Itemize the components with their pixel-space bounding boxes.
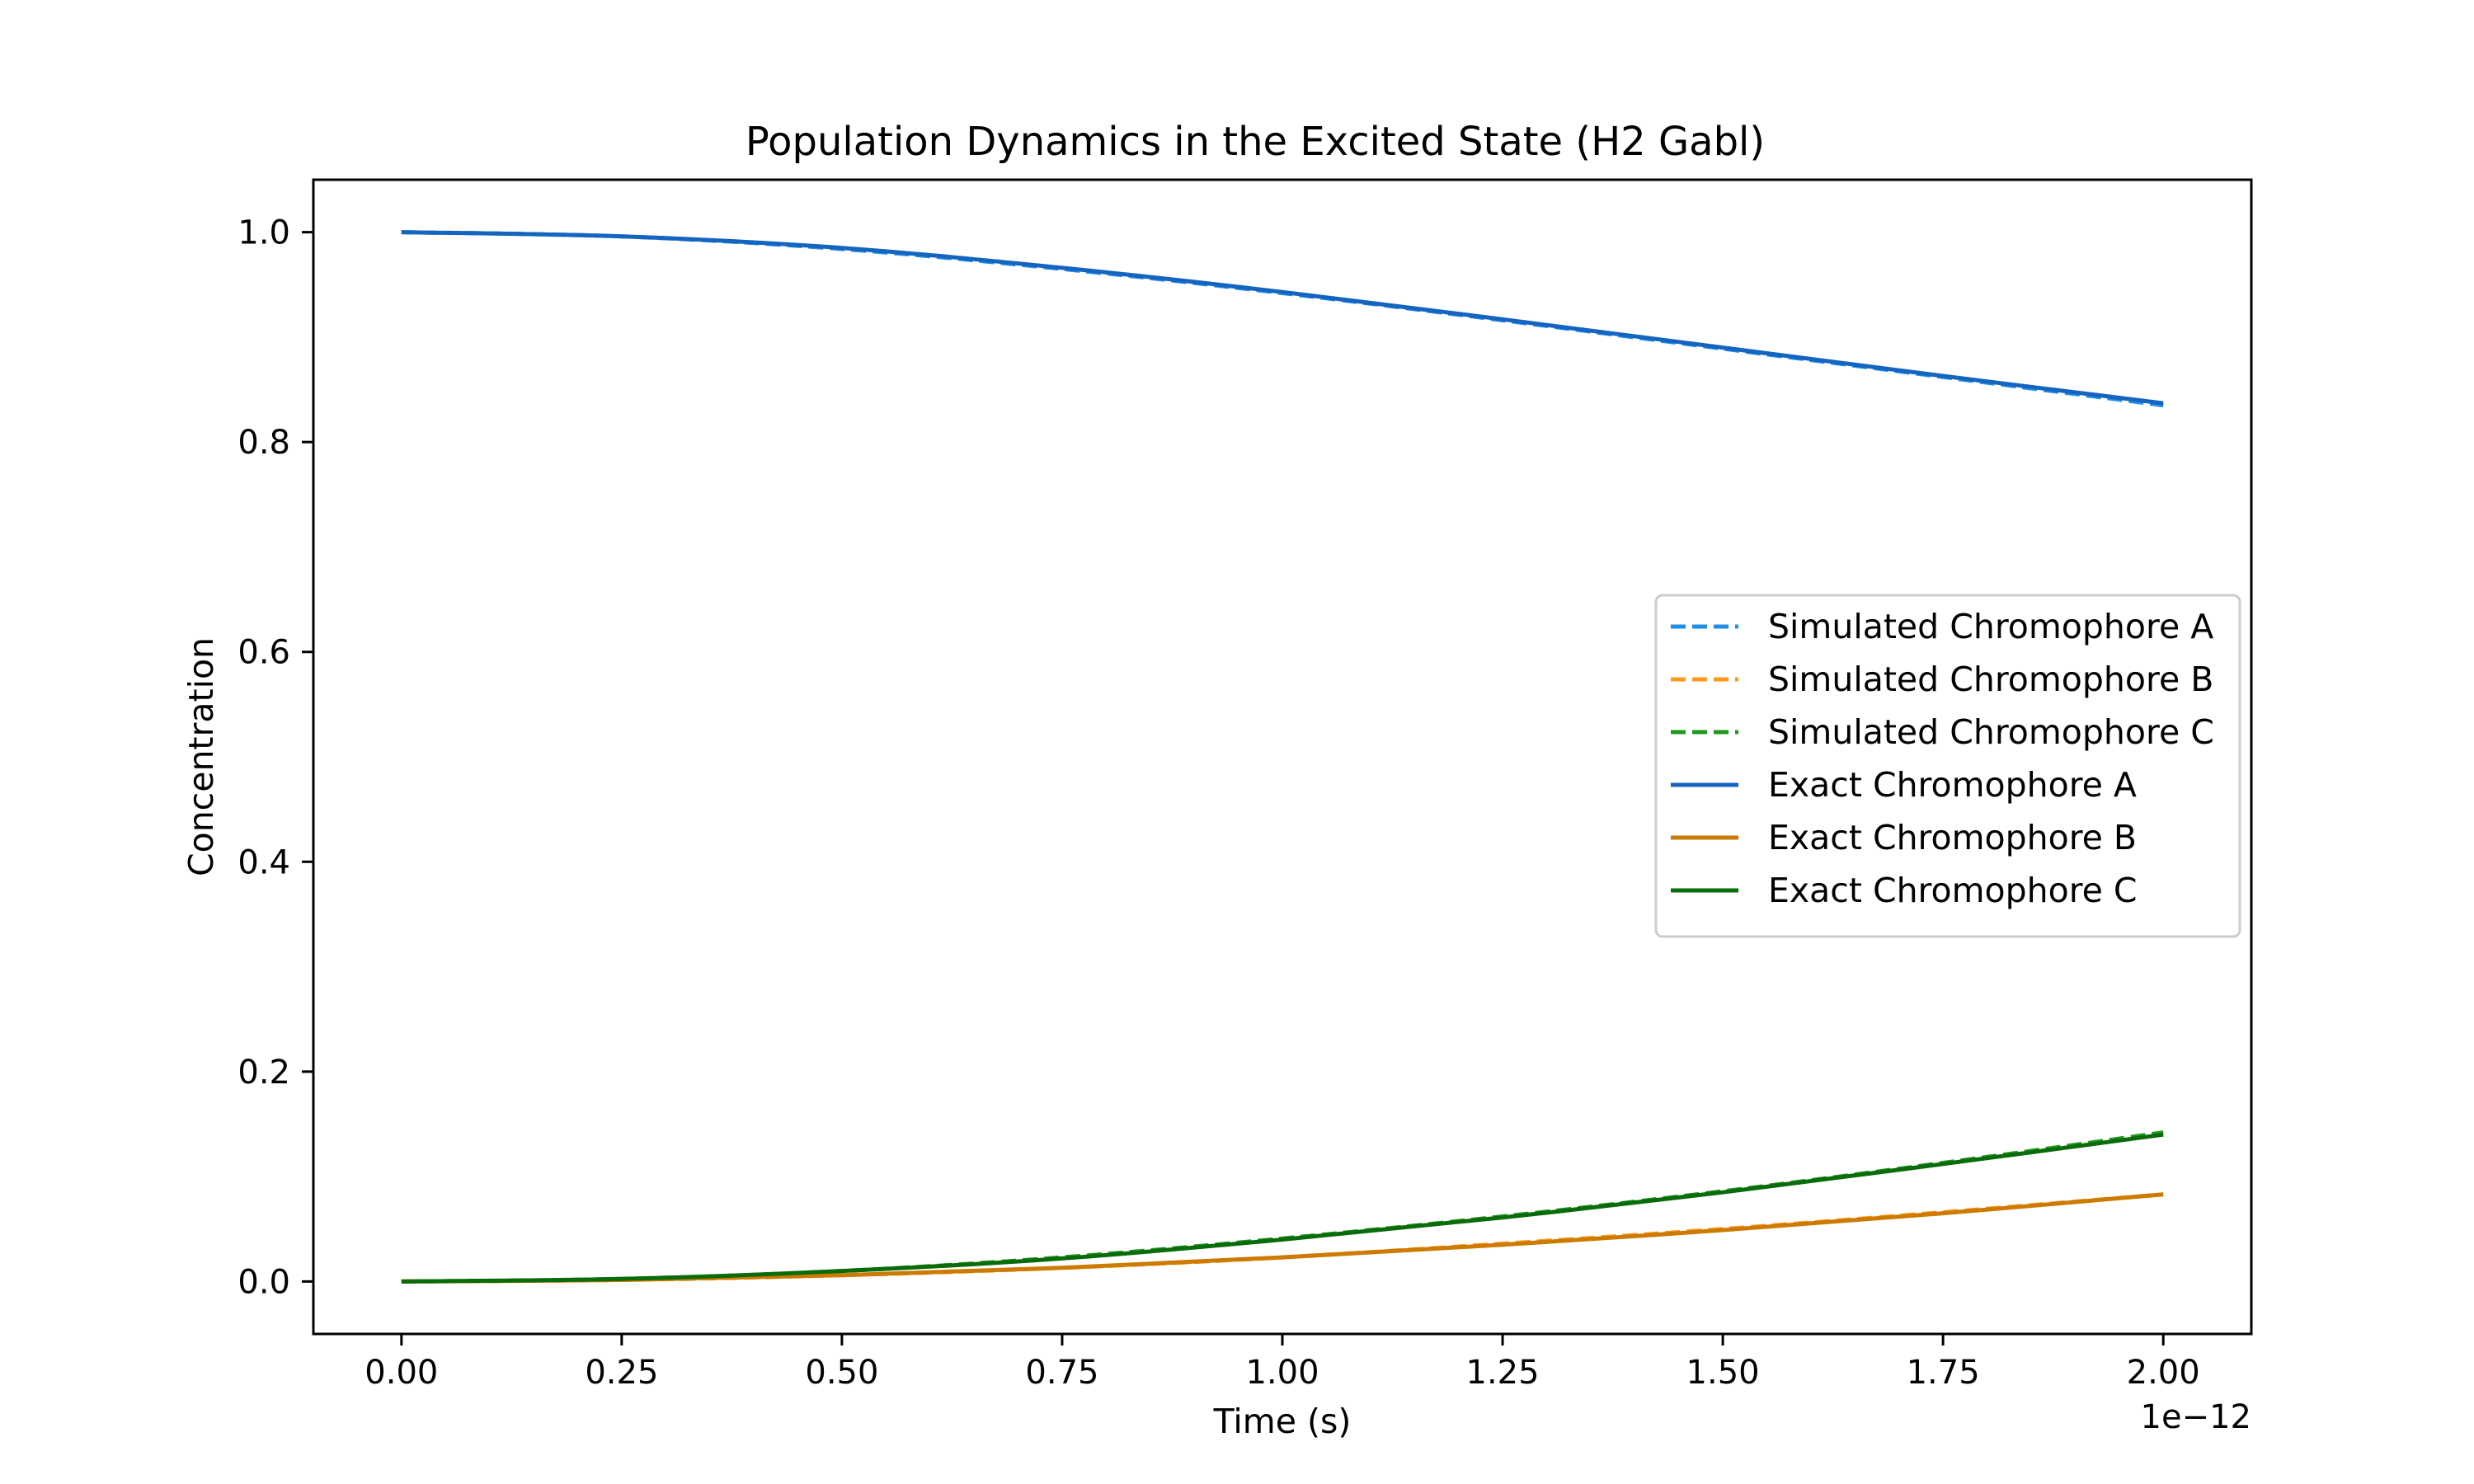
y-tick-label: 0.4 — [238, 843, 290, 881]
series-line-exact-chromophore-c — [401, 1132, 2164, 1284]
legend-label: Exact Chromophore A — [1768, 765, 2137, 805]
plot-area — [401, 230, 2164, 1284]
x-tick-label: 0.00 — [365, 1354, 438, 1392]
x-tick-label: 1.50 — [1686, 1354, 1760, 1392]
legend: Simulated Chromophore A Simulated Chromop… — [1654, 594, 2241, 938]
x-tick-label: 1.75 — [1907, 1354, 1980, 1392]
x-tick-label: 1.25 — [1466, 1354, 1540, 1392]
y-tick-label: 0.2 — [238, 1054, 290, 1092]
x-offset-label: 1e−12 — [2141, 1398, 2251, 1436]
x-tick-label: 0.25 — [585, 1354, 658, 1392]
legend-label: Simulated Chromophore A — [1768, 607, 2213, 646]
x-axis: 0.00 0.25 0.50 0.75 1.00 1.25 1.50 1.75 2.00 — [365, 1334, 2200, 1392]
legend-label: Simulated Chromophore B — [1768, 660, 2213, 699]
legend-label: Exact Chromophore B — [1768, 818, 2137, 857]
y-tick-label: 0.8 — [238, 424, 290, 462]
x-tick-label: 1.00 — [1245, 1354, 1319, 1392]
x-tick-label: 2.00 — [2127, 1354, 2200, 1392]
x-axis-label: Time (s) — [1213, 1402, 1352, 1441]
legend-label: Simulated Chromophore C — [1768, 712, 2214, 752]
x-tick-label: 0.50 — [805, 1354, 878, 1392]
series-line-exact-chromophore-a — [401, 230, 2164, 406]
y-tick-label: 0.6 — [238, 634, 290, 672]
x-tick-label: 0.75 — [1025, 1354, 1098, 1392]
series-line-simulated-chromophore-a — [401, 230, 2164, 408]
chart-title: Population Dynamics in the Excited State… — [745, 119, 1765, 165]
y-tick-label: 0.0 — [238, 1263, 290, 1301]
y-tick-label: 1.0 — [238, 214, 290, 252]
legend-box — [1654, 594, 2241, 938]
legend-label: Exact Chromophore C — [1768, 871, 2138, 910]
y-axis-label: Concentration — [181, 637, 221, 876]
y-axis: 0.0 0.2 0.4 0.6 0.8 1.0 — [238, 214, 313, 1301]
